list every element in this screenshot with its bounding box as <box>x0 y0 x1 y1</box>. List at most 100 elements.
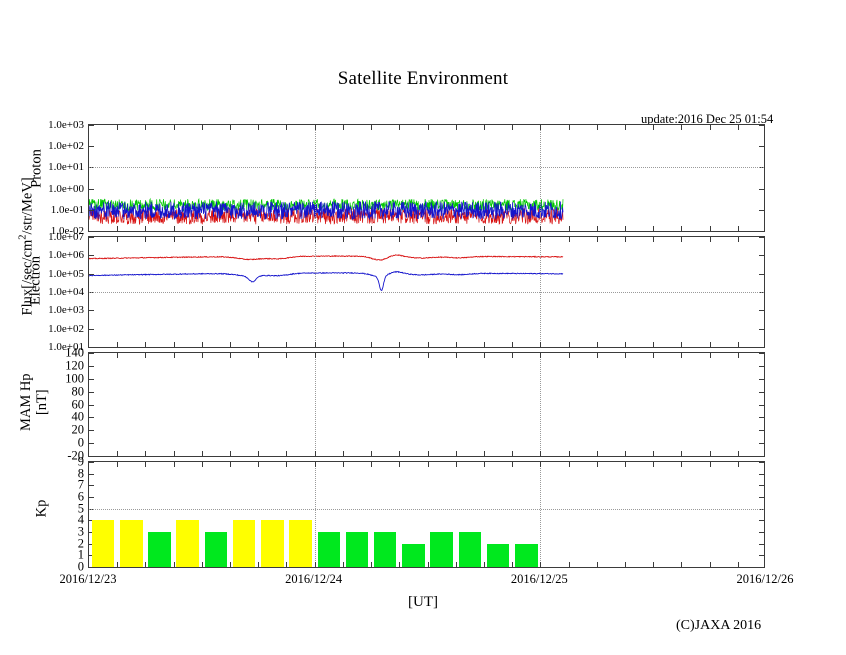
tick-mark <box>399 462 401 467</box>
tick-mark <box>653 237 655 242</box>
tick-mark <box>201 226 203 231</box>
electron-tick-label: 1.0e+03 <box>48 304 84 317</box>
tick-mark <box>173 562 175 567</box>
kp-bar <box>204 532 228 567</box>
copyright-notice: (C)JAXA 2016 <box>676 618 762 633</box>
tick-mark <box>145 451 147 456</box>
tick-mark <box>89 273 94 275</box>
kp-tick-label: 4 <box>77 512 84 527</box>
tick-mark <box>709 451 711 456</box>
mam-tick-label: 100 <box>65 371 84 386</box>
kp-bar <box>232 520 256 567</box>
tick-mark <box>759 347 764 348</box>
kp-tick-label: 0 <box>77 559 84 574</box>
tick-mark <box>596 562 598 567</box>
tick-mark <box>759 520 764 522</box>
tick-mark <box>483 451 485 456</box>
tick-mark <box>483 562 485 567</box>
tick-mark <box>624 237 626 242</box>
tick-mark <box>371 451 373 456</box>
tick-mark <box>759 146 764 148</box>
tick-mark <box>117 353 119 358</box>
tick-mark <box>759 462 764 463</box>
tick-mark <box>89 365 94 367</box>
x-tick-label: 2016/12/26 <box>736 572 794 586</box>
tick-mark <box>230 353 232 358</box>
tick-mark <box>624 342 626 347</box>
tick-mark <box>455 462 457 467</box>
tick-mark <box>568 562 570 567</box>
proton-trace-plot <box>89 197 564 226</box>
tick-mark <box>759 310 764 312</box>
tick-mark <box>371 342 373 347</box>
tick-mark <box>258 451 260 456</box>
tick-mark <box>230 226 232 231</box>
tick-mark <box>230 237 232 242</box>
tick-mark <box>596 451 598 456</box>
tick-mark <box>759 497 764 498</box>
tick-mark <box>399 562 401 567</box>
tick-mark <box>653 451 655 456</box>
tick-mark <box>286 562 288 567</box>
tick-mark <box>201 562 203 567</box>
tick-mark <box>314 342 316 347</box>
tick-mark <box>230 562 232 567</box>
tick-mark <box>258 562 260 567</box>
tick-mark <box>117 342 119 347</box>
tick-mark <box>371 237 373 242</box>
kp-bar <box>289 520 312 567</box>
tick-mark <box>624 226 626 231</box>
tick-mark <box>737 562 739 567</box>
tick-mark <box>759 555 764 557</box>
tick-mark <box>624 451 626 456</box>
tick-mark <box>201 125 203 130</box>
tick-mark <box>89 404 94 406</box>
tick-mark <box>427 562 429 567</box>
tick-mark <box>117 237 119 242</box>
tick-mark <box>371 226 373 231</box>
tick-mark <box>145 226 147 231</box>
day-boundary-gridline <box>540 353 542 456</box>
tick-mark <box>596 353 598 358</box>
tick-mark <box>117 226 119 231</box>
tick-mark <box>568 125 570 130</box>
mam-tick-label: 140 <box>65 345 84 360</box>
electron-trace <box>89 254 564 261</box>
tick-mark <box>759 443 764 445</box>
tick-mark <box>399 226 401 231</box>
tick-mark <box>399 237 401 242</box>
proton-tick-label: 1.0e+02 <box>48 140 84 153</box>
tick-mark <box>737 451 739 456</box>
kp-tick-label: 1 <box>77 547 84 562</box>
day-boundary-gridline <box>540 125 542 231</box>
tick-mark <box>89 353 94 354</box>
tick-mark <box>681 462 683 467</box>
tick-mark <box>286 125 288 130</box>
tick-mark <box>483 125 485 130</box>
tick-mark <box>709 353 711 358</box>
tick-mark <box>173 451 175 456</box>
tick-mark <box>286 226 288 231</box>
tick-mark <box>427 451 429 456</box>
mam-tick-label: 120 <box>65 358 84 373</box>
tick-mark <box>681 237 683 242</box>
tick-mark <box>145 462 147 467</box>
tick-mark <box>568 353 570 358</box>
tick-mark <box>145 237 147 242</box>
tick-mark <box>89 231 94 232</box>
tick-mark <box>709 226 711 231</box>
tick-mark <box>709 342 711 347</box>
tick-mark <box>759 485 764 487</box>
tick-mark <box>759 532 764 533</box>
tick-mark <box>117 451 119 456</box>
tick-mark <box>427 342 429 347</box>
tick-mark <box>540 125 542 130</box>
kp-bar <box>486 543 510 567</box>
tick-mark <box>427 462 429 467</box>
tick-mark <box>173 462 175 467</box>
tick-mark <box>230 451 232 456</box>
tick-mark <box>286 353 288 358</box>
kp-bar <box>345 532 369 567</box>
tick-mark <box>342 226 344 231</box>
mam-tick-label: 60 <box>71 397 85 411</box>
